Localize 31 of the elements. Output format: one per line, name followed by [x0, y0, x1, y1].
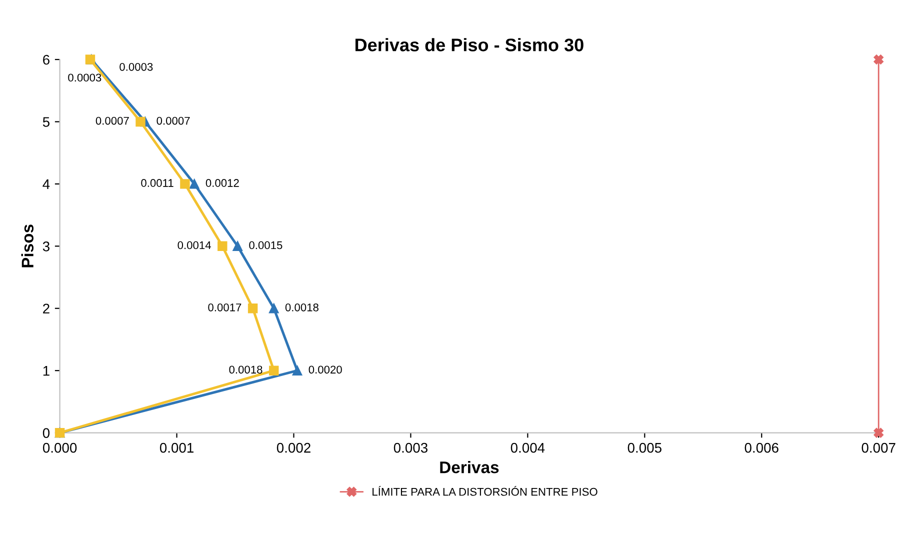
- x-tick-label: 0.001: [160, 442, 194, 453]
- data-label: 0.0012: [206, 179, 239, 187]
- data-label: 0.0007: [96, 116, 129, 125]
- x-tick-label: 0.007: [862, 442, 896, 453]
- data-label: 0.0018: [229, 366, 262, 374]
- data-label: 0.0020: [308, 366, 342, 374]
- y-tick-label: 6: [43, 54, 50, 65]
- chart-title: Derivas de Piso - Sismo 30: [356, 38, 584, 52]
- y-tick-label: 4: [42, 179, 50, 189]
- y-tick-label: 2: [43, 304, 50, 314]
- x-tick-label: 0.005: [628, 442, 662, 453]
- y-tick-label: 1: [43, 366, 50, 376]
- x-tick-label: 0.004: [510, 442, 545, 453]
- y-tick-label: 3: [42, 241, 50, 252]
- y-tick-label: 5: [42, 117, 50, 127]
- data-label: 0.0014: [178, 241, 211, 250]
- x-axis-title: Derivas: [440, 461, 499, 474]
- data-label: 0.0003: [120, 62, 153, 71]
- data-label: 0.0011: [141, 179, 174, 187]
- legend-label: LÍMITE PARA LA DISTORSIÓN ENTRE PISO: [372, 486, 598, 496]
- data-label: 0.0015: [249, 241, 282, 250]
- data-label: 0.0003: [68, 74, 102, 82]
- x-tick-label: 0.006: [744, 442, 778, 453]
- x-tick-label: 0.002: [276, 442, 310, 453]
- data-label: 0.0017: [208, 303, 242, 312]
- data-label: 0.0018: [285, 303, 318, 312]
- x-tick-label: 0.000: [42, 442, 77, 453]
- y-axis-title: Pisos: [21, 224, 34, 268]
- y-tick-label: 0: [42, 428, 50, 438]
- x-tick-label: 0.003: [394, 442, 428, 453]
- data-label: 0.0007: [156, 116, 190, 125]
